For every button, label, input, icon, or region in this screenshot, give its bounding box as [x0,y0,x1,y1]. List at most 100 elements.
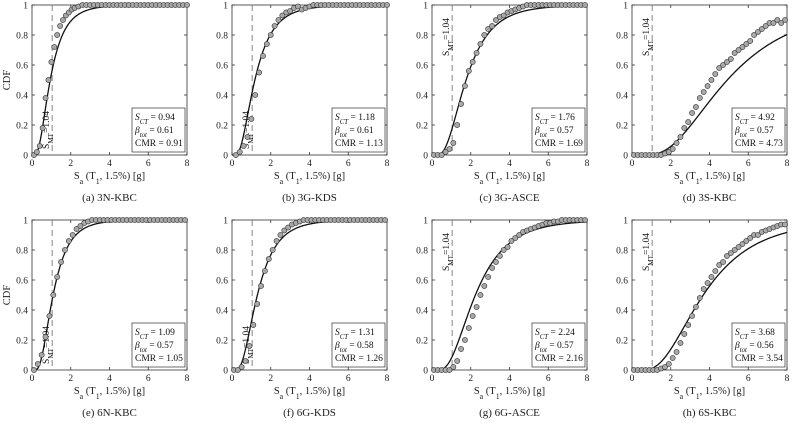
data-point [60,17,66,23]
x-tick-label: 4 [107,374,112,384]
x-tick-label: 4 [107,159,112,169]
data-point [489,23,495,29]
data-point [65,238,72,244]
y-tick-label: 0.8 [216,247,228,257]
data-point [294,3,301,10]
y-tick-label: 1 [223,2,228,12]
data-point [712,71,719,77]
stat-sct: SCT = 1.76 [535,113,575,126]
stat-beta: βtot = 0.57 [534,341,574,354]
data-point [774,17,781,23]
y-tick-label: 0.6 [616,62,628,72]
y-tick-label: 0.8 [416,32,428,42]
data-point [582,217,588,223]
data-point [238,364,245,370]
y-tick-label: 0.4 [16,307,28,317]
data-point [739,241,746,247]
data-point [720,62,726,68]
x-tick-label: 6 [146,159,151,169]
x-tick-label: 2 [268,159,273,169]
cdf-panel-5: 0 2 4 6 8 0 0.2 0.4 0.6 0.8 1 CDF Sa (T1, 1.5%) [g] (… [2,217,190,420]
x-tick-label: 2 [468,159,473,169]
data-point [477,292,484,298]
data-point [489,265,495,271]
data-point [54,32,61,38]
x-tick-label: 0 [430,159,435,169]
stat-cmr: CMR = 0.91 [135,139,183,149]
data-point [465,68,472,74]
panel-caption: (a) 3N-KBC [82,192,137,204]
y-tick-label: 0 [23,367,28,377]
data-point [673,140,680,146]
y-tick-label: 0.4 [216,92,228,102]
data-point [382,217,388,223]
data-point [477,41,484,47]
x-tick-label: 8 [585,159,590,169]
data-point [469,59,476,65]
cdf-panel-4: 0 2 4 6 8 0 0.2 0.4 0.6 0.8 1 Sa (T1, 1.5%) [g] (d) … [616,2,790,205]
data-point [669,146,676,152]
x-tick-label: 2 [468,374,473,384]
data-point [662,364,668,370]
x-tick-label: 8 [185,374,190,384]
data-point [252,92,259,98]
x-tick-label: 4 [707,374,712,384]
data-point [458,346,464,352]
x-tick-label: 8 [785,374,790,384]
data-point [708,274,715,280]
y-tick-label: 0 [223,152,228,162]
x-tick-label: 0 [630,159,635,169]
stat-beta: βtot = 0.61 [134,126,174,139]
data-point [265,256,272,262]
data-point [258,283,264,289]
y-tick-label: 0.6 [416,62,428,72]
data-point [493,259,499,265]
y-tick-label: 0 [623,367,628,377]
data-point [735,47,742,53]
y-tick-label: 0 [423,367,428,377]
data-point [240,143,247,149]
data-point [770,20,777,26]
data-point [493,17,499,23]
data-point [465,325,472,331]
data-point [242,358,249,364]
stat-cmr: CMR = 4.73 [735,139,783,149]
data-point [673,349,680,355]
data-point [485,26,492,32]
y-tick-label: 0.8 [416,247,428,257]
x-axis-label: Sa (T1, 1.5%) [g] [674,386,745,401]
stat-cmr: CMR = 1.26 [335,354,383,364]
data-point [384,2,390,8]
data-point [516,232,523,238]
y-tick-label: 0.2 [16,337,28,347]
cdf-panel-3: 0 2 4 6 8 0 0.2 0.4 0.6 0.8 1 Sa (T1, 1.5%) [g] (c) … [416,2,590,205]
data-point [720,259,726,265]
stat-sct: SCT = 3.68 [735,328,775,341]
y-tick-label: 0.6 [16,62,28,72]
y-axis-label: CDF [2,70,13,91]
data-point [481,32,488,38]
data-point [50,292,57,298]
x-tick-label: 4 [507,374,512,384]
y-tick-label: 0.8 [616,32,628,42]
stat-cmr: CMR = 1.13 [335,139,383,149]
data-point [704,83,711,89]
data-point [512,235,519,241]
cdf-panel-8: 0 2 4 6 8 0 0.2 0.4 0.6 0.8 1 Sa (T1, 1.5%) [g] (h) … [616,217,790,420]
y-axis-label: CDF [2,285,13,306]
x-tick-label: 0 [230,159,235,169]
y-tick-label: 0.8 [216,32,228,42]
data-point [269,247,276,253]
data-point [727,250,734,256]
y-tick-label: 0.4 [216,307,228,317]
data-point [473,50,480,56]
data-point [254,301,261,307]
stats-box [331,107,386,153]
data-point [438,152,445,158]
data-point [689,313,695,319]
data-point [250,322,257,328]
x-tick-label: 0 [30,374,35,384]
panel-caption: (e) 6N-KBC [82,407,137,419]
stat-sct: SCT = 2.24 [535,328,575,341]
y-tick-label: 0.4 [16,92,28,102]
